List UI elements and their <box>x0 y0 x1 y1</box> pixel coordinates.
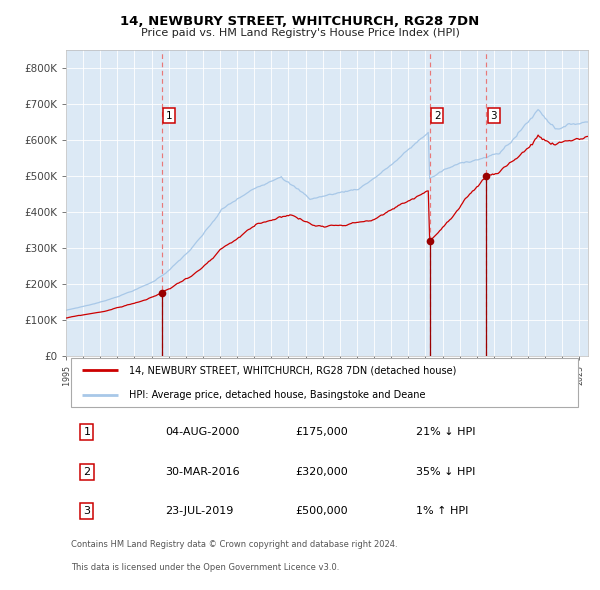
Text: £175,000: £175,000 <box>296 427 349 437</box>
Text: 35% ↓ HPI: 35% ↓ HPI <box>416 467 475 477</box>
Text: Price paid vs. HM Land Registry's House Price Index (HPI): Price paid vs. HM Land Registry's House … <box>140 28 460 38</box>
Text: £500,000: £500,000 <box>296 506 349 516</box>
Text: This data is licensed under the Open Government Licence v3.0.: This data is licensed under the Open Gov… <box>71 563 340 572</box>
Text: 14, NEWBURY STREET, WHITCHURCH, RG28 7DN (detached house): 14, NEWBURY STREET, WHITCHURCH, RG28 7DN… <box>128 365 456 375</box>
Text: Contains HM Land Registry data © Crown copyright and database right 2024.: Contains HM Land Registry data © Crown c… <box>71 540 398 549</box>
Text: HPI: Average price, detached house, Basingstoke and Deane: HPI: Average price, detached house, Basi… <box>128 390 425 400</box>
Text: 1: 1 <box>166 111 172 121</box>
Text: 23-JUL-2019: 23-JUL-2019 <box>165 506 233 516</box>
Text: 2: 2 <box>83 467 91 477</box>
Text: 1: 1 <box>83 427 91 437</box>
Text: 1% ↑ HPI: 1% ↑ HPI <box>416 506 468 516</box>
FancyBboxPatch shape <box>71 358 578 408</box>
Text: 2: 2 <box>434 111 440 121</box>
Text: 14, NEWBURY STREET, WHITCHURCH, RG28 7DN: 14, NEWBURY STREET, WHITCHURCH, RG28 7DN <box>121 15 479 28</box>
Text: 3: 3 <box>490 111 497 121</box>
Text: 30-MAR-2016: 30-MAR-2016 <box>165 467 240 477</box>
Text: 04-AUG-2000: 04-AUG-2000 <box>165 427 239 437</box>
Text: 3: 3 <box>83 506 91 516</box>
Text: £320,000: £320,000 <box>296 467 349 477</box>
Text: 21% ↓ HPI: 21% ↓ HPI <box>416 427 475 437</box>
